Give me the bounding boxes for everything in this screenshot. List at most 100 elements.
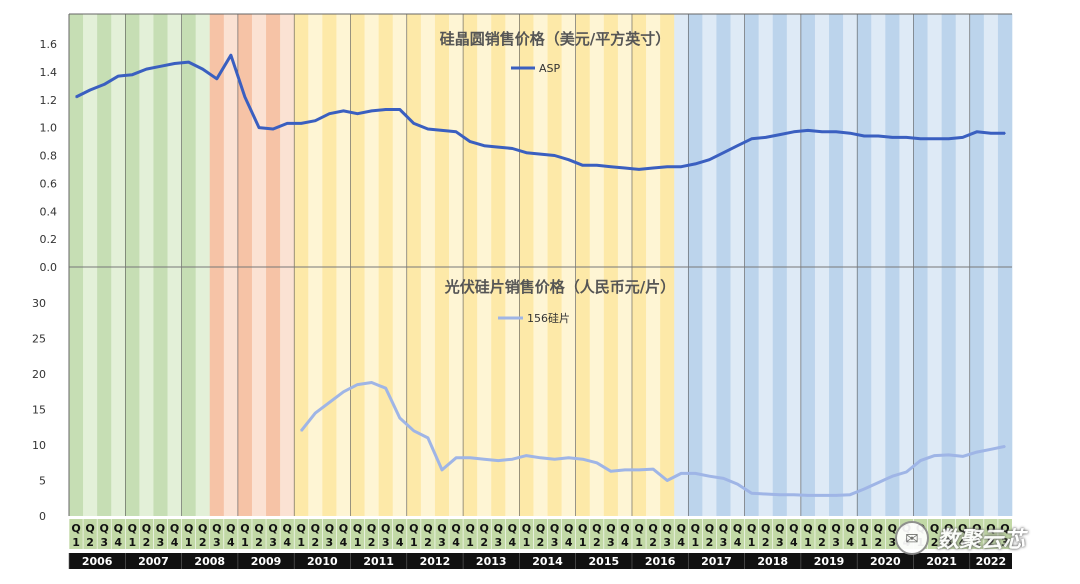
- band-col: [364, 14, 379, 516]
- quarter-number-label: 4: [677, 536, 685, 549]
- quarter-number-label: 1: [129, 536, 137, 549]
- band-col: [209, 14, 225, 516]
- quarter-number-label: 2: [649, 536, 657, 549]
- top-chart-title: 硅晶圆销售价格（美元/平方英寸）: [440, 30, 670, 48]
- quarter-number-label: 3: [663, 536, 671, 549]
- band-col: [702, 14, 717, 516]
- quarter-number-label: 4: [340, 536, 348, 549]
- quarter-number-label: 4: [509, 536, 517, 549]
- quarter-q-label: Q: [536, 522, 545, 535]
- quarter-q-label: Q: [831, 522, 840, 535]
- quarter-number-label: 3: [1001, 536, 1009, 549]
- quarter-number-label: 4: [396, 536, 404, 549]
- quarter-q-label: Q: [367, 522, 376, 535]
- quarter-number-label: 4: [565, 536, 573, 549]
- band-col: [406, 14, 422, 516]
- series-point: [821, 131, 823, 133]
- series-point: [764, 493, 767, 495]
- series-point: [680, 165, 683, 168]
- quarter-number-label: 3: [720, 536, 728, 549]
- quarter-q-label: Q: [662, 522, 671, 535]
- quarter-number-label: 2: [987, 536, 995, 549]
- quarter-q-label: Q: [972, 522, 981, 535]
- bottom-y-tick-label: 20: [32, 368, 46, 381]
- top-legend-label: ASP: [539, 62, 561, 75]
- quarter-q-label: Q: [677, 522, 686, 535]
- band-col: [533, 14, 548, 516]
- quarter-q-label: Q: [930, 522, 939, 535]
- year-label: 2022: [976, 555, 1007, 568]
- pv-wafer-series: [300, 381, 1006, 497]
- band-col: [674, 14, 689, 516]
- top-y-tick-label: 0.8: [40, 150, 58, 163]
- year-label: 2021: [926, 555, 957, 568]
- series-point: [300, 430, 303, 432]
- series-point: [286, 122, 288, 125]
- quarter-number-label: 1: [466, 536, 474, 549]
- series-point: [722, 477, 725, 480]
- series-point: [117, 75, 120, 77]
- series-point: [455, 131, 457, 133]
- quarter-q-label: Q: [550, 522, 559, 535]
- band-col: [547, 14, 562, 516]
- series-point: [694, 472, 697, 475]
- quarter-q-label: Q: [860, 522, 869, 535]
- year-label: 2015: [589, 555, 620, 568]
- band-col: [139, 14, 154, 516]
- series-point: [581, 458, 584, 461]
- quarter-number-label: 3: [157, 536, 165, 549]
- year-label: 2013: [476, 555, 507, 568]
- band-col: [744, 14, 759, 516]
- quarter-number-label: 3: [551, 536, 559, 549]
- series-point: [300, 122, 303, 125]
- series-point: [891, 475, 894, 478]
- top-y-tick-label: 1.2: [40, 94, 58, 107]
- series-point: [736, 483, 739, 485]
- top-y-tick-label: 1.0: [40, 122, 58, 135]
- band-col: [829, 14, 844, 516]
- quarter-q-label: Q: [240, 522, 249, 535]
- quarter-number-label: 3: [889, 536, 897, 549]
- year-label: 2011: [363, 555, 394, 568]
- quarter-q-label: Q: [465, 522, 474, 535]
- quarter-number-label: 3: [438, 536, 446, 549]
- band-col: [491, 14, 506, 516]
- band-col: [617, 14, 633, 516]
- quarter-q-label: Q: [114, 522, 123, 535]
- band-col: [871, 14, 886, 516]
- quarter-q-label: Q: [353, 522, 362, 535]
- series-point: [398, 108, 401, 111]
- quarter-q-label: Q: [986, 522, 995, 535]
- series-point: [469, 456, 471, 459]
- quarter-q-label: Q: [311, 522, 320, 535]
- quarter-number-label: 4: [734, 536, 742, 549]
- quarter-strip: [69, 519, 1012, 549]
- band-col: [772, 14, 788, 516]
- quarter-number-label: 1: [635, 536, 643, 549]
- quarter-q-label: Q: [184, 522, 193, 535]
- quarter-number-label: 1: [691, 536, 699, 549]
- series-point: [610, 470, 612, 473]
- series-point: [722, 151, 725, 154]
- band-col: [955, 14, 971, 516]
- watermark-text: 数聚云芯: [937, 528, 1026, 553]
- series-point: [807, 494, 809, 497]
- top-y-tick-label: 0.2: [40, 233, 58, 246]
- quarter-number-label: 4: [227, 536, 235, 549]
- band-col: [983, 14, 999, 516]
- quarter-q-label: Q: [142, 522, 151, 535]
- series-point: [398, 417, 401, 419]
- series-point: [624, 469, 626, 471]
- series-point: [215, 78, 218, 80]
- bottom-chart-title: 光伏硅片销售价格（人民币元/片）: [444, 278, 675, 296]
- series-point: [680, 472, 683, 475]
- quarter-q-label: Q: [606, 522, 615, 535]
- quarter-axis: Q1Q2Q3Q4Q1Q2Q3Q4Q1Q2Q3Q4Q1Q2Q3Q4Q1Q2Q3Q4…: [68, 519, 1012, 569]
- series-point: [1004, 132, 1006, 134]
- series-point: [708, 158, 711, 161]
- quarter-q-label: Q: [198, 522, 207, 535]
- band-col: [336, 14, 351, 516]
- band-col: [646, 14, 661, 516]
- series-point: [610, 165, 612, 168]
- quarter-number-label: 3: [832, 536, 840, 549]
